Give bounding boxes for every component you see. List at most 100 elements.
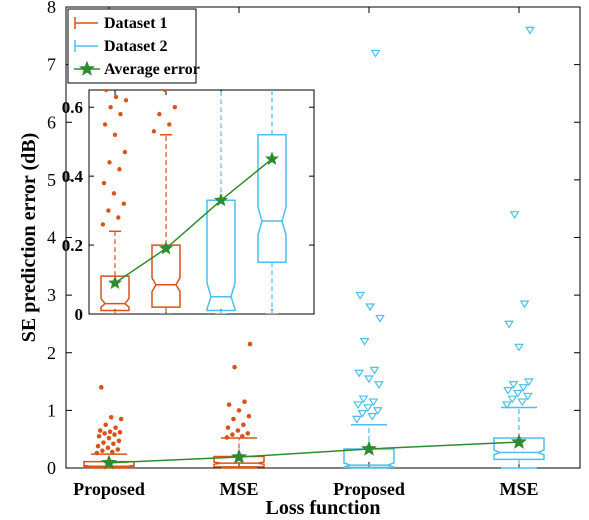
- outlier-point: [112, 132, 118, 137]
- outlier-point: [225, 425, 231, 430]
- notched-box: [493, 437, 545, 461]
- outlier-point: [355, 291, 366, 300]
- outlier-point: [525, 26, 535, 35]
- outlier-point: [354, 369, 364, 378]
- outlier-point: [507, 395, 518, 404]
- outlier-point: [514, 343, 524, 352]
- outlier-point: [123, 98, 129, 103]
- outlier-point: [359, 337, 370, 346]
- outlier-point: [106, 208, 111, 213]
- inset-box-dataset-1: [151, 90, 181, 314]
- outlier-point: [167, 122, 172, 127]
- inset-average-marker: [213, 192, 229, 207]
- outlier-point: [368, 398, 379, 407]
- box-dataset-1: [213, 341, 265, 469]
- outlier-point: [236, 408, 242, 413]
- outlier-point: [369, 366, 380, 375]
- inset-box-dataset-2: [206, 90, 236, 314]
- outlier-point: [353, 401, 363, 410]
- outlier-point: [370, 49, 381, 58]
- legend-label: Dataset 2: [104, 38, 168, 55]
- box-dataset-2: [343, 49, 395, 469]
- outlier-point: [242, 399, 247, 405]
- inset-average-marker: [264, 151, 280, 165]
- outlier-point: [108, 105, 113, 110]
- inset-average-line: [114, 158, 273, 284]
- outlier-point: [108, 414, 114, 420]
- notched-box: [343, 448, 395, 469]
- inset-box-dataset-1: [100, 90, 130, 314]
- outlier-point: [162, 90, 168, 93]
- inset-plot: 0 0.2 0.4 0.6: [62, 89, 315, 324]
- outlier-point: [247, 341, 253, 347]
- y-axis-title: SE prediction error (dB): [18, 133, 40, 342]
- y-tick-label: 1: [47, 400, 56, 420]
- outlier-point: [224, 435, 230, 440]
- outlier-point: [116, 215, 121, 220]
- outlier-point: [375, 314, 385, 323]
- outlier-point: [502, 401, 512, 410]
- box-dataset-2: [493, 26, 545, 469]
- y-tick-label: 8: [47, 0, 56, 17]
- outlier-point: [367, 412, 378, 421]
- outlier-point: [352, 415, 362, 424]
- outlier-point: [99, 385, 104, 390]
- outlier-point: [118, 111, 123, 117]
- outlier-point: [113, 425, 118, 430]
- average-error-marker: [361, 440, 377, 456]
- x-axis-title: Loss function: [265, 497, 380, 519]
- average-error-marker: [231, 448, 247, 464]
- outlier-point: [358, 395, 369, 404]
- notched-box: [213, 455, 265, 468]
- outlier-point: [241, 422, 246, 428]
- outlier-point: [374, 381, 384, 389]
- legend-item: Average error: [74, 60, 200, 78]
- outlier-point: [111, 191, 117, 196]
- average-error-marker: [101, 454, 117, 470]
- inset-average-marker: [107, 275, 123, 289]
- outlier-point: [107, 429, 113, 434]
- y-axis: 0 1 2 3 4 5 6 7 8: [47, 0, 580, 478]
- notched-box: [206, 199, 236, 312]
- outlier-point: [151, 129, 157, 134]
- x-tick-label: Proposed: [333, 479, 405, 499]
- outlier-point: [503, 386, 513, 395]
- y-tick-label: 5: [47, 170, 56, 190]
- outlier-point: [240, 434, 245, 439]
- outlier-point: [102, 431, 107, 436]
- outlier-point: [117, 429, 123, 435]
- outlier-point: [509, 211, 520, 220]
- outlier-point: [524, 378, 534, 387]
- outlier-point: [517, 398, 528, 407]
- inset-y-tick-label: 0: [75, 305, 84, 324]
- inset-y-tick-label: 0.2: [62, 236, 83, 255]
- outlier-point: [95, 443, 101, 449]
- legend-item: Dataset 2: [74, 38, 168, 55]
- outlier-point: [504, 320, 514, 329]
- outlier-point: [357, 409, 368, 418]
- outlier-point: [245, 431, 251, 436]
- outlier-point: [110, 449, 115, 455]
- inset-average-marker: [158, 241, 174, 255]
- outlier-point: [122, 149, 128, 155]
- outlier-point: [226, 402, 232, 407]
- outlier-point: [522, 392, 533, 401]
- outlier-point: [230, 432, 235, 437]
- outlier-point: [107, 160, 112, 165]
- outlier-point: [117, 167, 122, 172]
- outlier-point: [94, 450, 100, 456]
- outlier-point: [100, 222, 106, 227]
- y-tick-label: 3: [47, 285, 56, 305]
- main-boxes: [83, 26, 545, 469]
- outlier-point: [121, 201, 127, 206]
- outlier-point: [365, 303, 375, 312]
- outlier-point: [100, 448, 105, 454]
- x-tick-label: MSE: [499, 479, 538, 499]
- legend-item: Dataset 1: [74, 15, 168, 32]
- outlier-point: [101, 440, 106, 445]
- outlier-point: [235, 428, 241, 433]
- y-tick-label: 2: [47, 343, 56, 363]
- outlier-point: [508, 381, 519, 389]
- outlier-point: [102, 122, 108, 127]
